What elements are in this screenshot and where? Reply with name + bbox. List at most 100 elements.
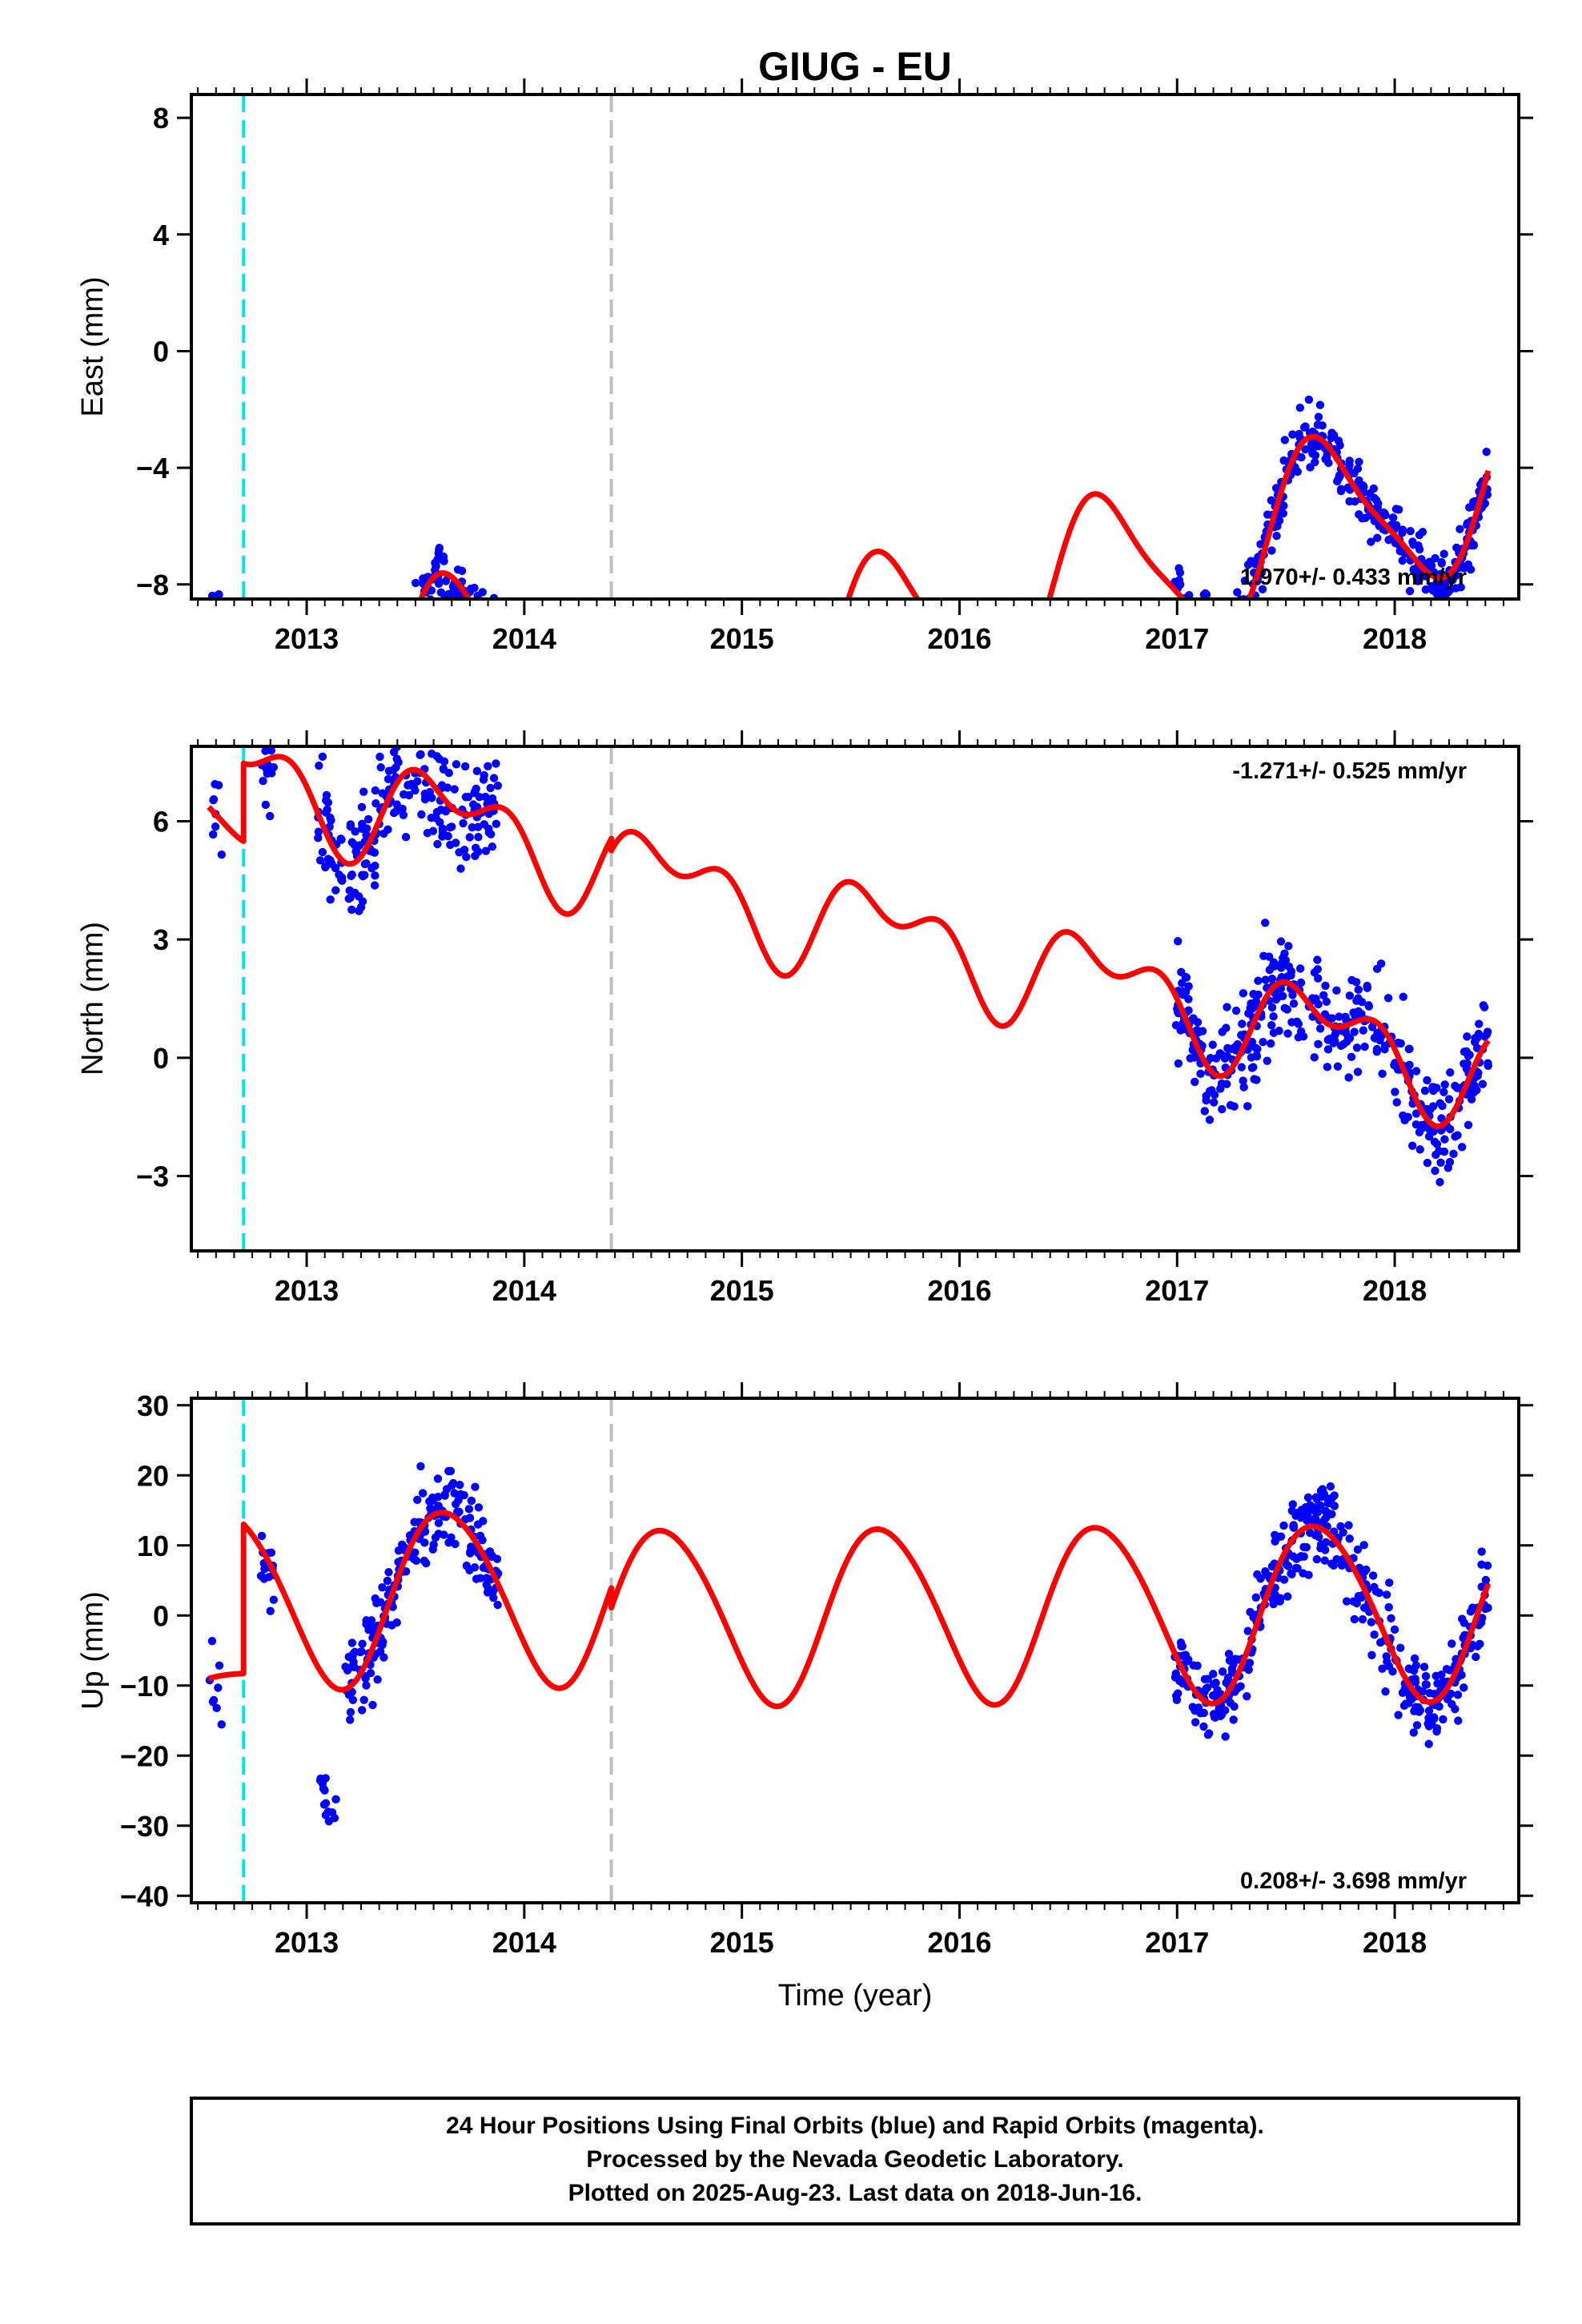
data-point — [315, 724, 323, 732]
data-point — [370, 881, 379, 890]
data-point — [411, 1548, 420, 1557]
data-point — [1249, 990, 1258, 999]
data-point — [465, 1566, 474, 1574]
data-point — [399, 810, 408, 819]
data-point — [451, 1539, 460, 1549]
y-axis-title-north: North (mm) — [76, 922, 110, 1076]
data-point — [459, 604, 467, 612]
data-point — [1224, 1650, 1234, 1659]
panel-up: 2013 2014 2015 2016 2017 2018 −40 −30 −20 −10 0 10 2… — [76, 1382, 1533, 1959]
data-point — [1246, 1607, 1255, 1617]
data-point — [1267, 546, 1276, 555]
data-point — [355, 775, 363, 783]
data-point — [1214, 624, 1222, 632]
data-point — [409, 723, 417, 731]
data-point — [346, 1715, 355, 1724]
data-point — [1175, 568, 1185, 577]
data-point — [453, 565, 463, 574]
x-tick-label: 2016 — [927, 1274, 991, 1307]
data-point — [1177, 967, 1186, 977]
data-point — [1447, 1639, 1456, 1648]
data-point — [1334, 474, 1343, 483]
data-point — [474, 629, 482, 637]
data-point — [1394, 1711, 1403, 1719]
data-point — [400, 629, 408, 637]
data-point — [1320, 1515, 1329, 1524]
data-point — [442, 600, 450, 608]
data-point — [471, 843, 480, 852]
data-point — [1314, 974, 1323, 983]
data-point — [1313, 1508, 1323, 1517]
data-point — [1321, 981, 1330, 991]
data-point — [402, 720, 410, 728]
data-point — [1250, 605, 1258, 613]
data-point — [1351, 978, 1361, 987]
data-point — [438, 824, 448, 833]
data-point — [341, 1663, 350, 1671]
data-point — [1378, 1069, 1387, 1079]
y-tick-label: −3 — [136, 1160, 169, 1192]
data-point — [412, 607, 420, 615]
data-point — [1344, 1073, 1353, 1082]
data-point — [263, 673, 271, 681]
data-point — [267, 769, 276, 778]
plot-frame — [190, 1397, 1520, 1904]
data-point — [1415, 1145, 1424, 1154]
y-tick-label: 4 — [153, 219, 169, 251]
data-point — [1324, 458, 1333, 468]
data-point — [1199, 611, 1207, 619]
data-point — [452, 760, 461, 769]
data-point — [1431, 1671, 1440, 1681]
data-point — [255, 722, 263, 730]
data-point — [368, 1700, 377, 1710]
data-point — [388, 669, 396, 677]
data-point — [1279, 509, 1288, 518]
data-point — [1209, 1710, 1219, 1719]
data-point — [470, 583, 479, 593]
data-point — [1323, 1045, 1333, 1054]
data-point — [357, 802, 367, 812]
data-point — [1439, 1715, 1447, 1724]
data-point — [261, 680, 269, 688]
data-point — [1380, 1041, 1390, 1051]
data-point — [486, 783, 495, 793]
data-point — [1442, 1665, 1452, 1674]
y-tick-label: 0 — [153, 1042, 169, 1075]
data-point — [1357, 997, 1367, 1007]
data-point — [378, 1582, 387, 1592]
data-point — [367, 735, 375, 743]
data-point — [383, 774, 393, 784]
y-tick-label: −10 — [120, 1670, 169, 1703]
data-point — [1323, 1035, 1333, 1044]
data-point — [355, 1647, 365, 1657]
data-point — [208, 1698, 218, 1707]
x-tick-label: 2015 — [710, 622, 774, 655]
data-point — [1240, 576, 1250, 585]
data-point — [1221, 1732, 1230, 1741]
data-point — [466, 610, 474, 618]
data-point — [433, 1474, 443, 1483]
data-point — [1394, 505, 1403, 514]
data-point — [339, 772, 347, 780]
y-tick-label: 0 — [153, 1599, 169, 1632]
data-point — [475, 620, 483, 628]
data-point — [384, 1568, 393, 1577]
data-point — [492, 613, 500, 621]
data-point — [1304, 395, 1314, 404]
data-point — [1252, 1051, 1261, 1059]
data-point — [459, 818, 468, 828]
data-point — [366, 734, 374, 742]
data-point — [1460, 1683, 1468, 1692]
data-point — [384, 712, 392, 720]
data-point — [404, 648, 412, 656]
data-point — [479, 628, 487, 636]
data-point — [386, 676, 394, 684]
data-point — [1458, 1614, 1467, 1623]
data-point — [392, 685, 400, 693]
data-point — [1308, 449, 1317, 458]
data-point — [1227, 621, 1235, 629]
data-point — [1226, 603, 1234, 611]
data-point — [1353, 1068, 1363, 1076]
data-point — [363, 814, 373, 824]
data-point — [1267, 1021, 1276, 1030]
